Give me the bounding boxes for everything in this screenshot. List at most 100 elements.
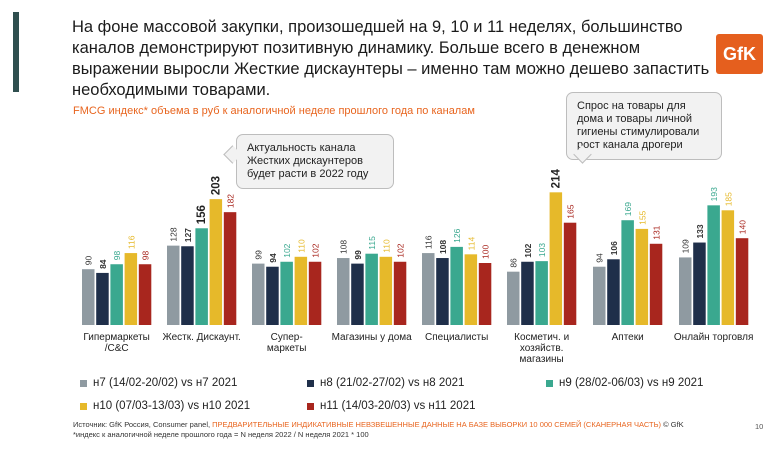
legend-item-w10: н10 (07/03-13/03) vs н10 2021	[80, 400, 250, 412]
bar-c0-s2	[110, 264, 123, 325]
source-prefix: Источник: GfK Россия, Consumer panel,	[73, 420, 213, 429]
bar-c1-s2	[195, 228, 208, 325]
source-highlight: ПРЕДВАРИТЕЛЬНЫЕ ИНДИКАТИВНЫЕ НЕВЗВЕШЕННЫ…	[212, 420, 662, 429]
value-label-c0-s1: 84	[98, 259, 108, 269]
bar-c0-s1	[96, 272, 109, 325]
bar-c3-s4	[393, 261, 407, 325]
chart-subtitle: FMCG индекс* объема в руб к аналогичной …	[73, 105, 475, 117]
source-note: Источник: GfK Россия, Consumer panel, ПР…	[73, 420, 684, 429]
callout-drogerie-text: Спрос на товары для дома и товары личной…	[577, 100, 700, 151]
bar-c3-s1	[351, 263, 364, 325]
value-label-c3-s2: 115	[367, 236, 377, 250]
bar-c5-s4	[563, 222, 577, 325]
bar-c5-s0	[507, 271, 520, 325]
value-label-c6-s2: 169	[623, 202, 633, 216]
bar-c6-s4	[649, 243, 663, 325]
category-label-c4-l0: Специалисты	[425, 332, 488, 343]
bar-c4-s0	[422, 253, 435, 325]
bar-c5-s3	[549, 192, 563, 325]
value-label-c0-s2: 98	[112, 251, 122, 261]
value-label-c4-s3: 114	[466, 236, 476, 250]
bar-c3-s0	[337, 258, 350, 325]
legend-swatch-w11	[307, 402, 314, 410]
source-suffix: © GfK	[661, 420, 684, 429]
value-label-c5-s3: 214	[550, 169, 562, 189]
category-label-c5-l2: магазины	[520, 354, 564, 365]
bar-c4-s2	[450, 246, 463, 325]
value-label-c1-s3: 203	[210, 176, 222, 195]
bar-c3-s2	[365, 253, 378, 325]
value-label-c7-s2: 193	[709, 187, 719, 201]
bar-c5-s1	[521, 261, 534, 325]
callout-discounters-text: Актуальность канала Жестких дискаунтеров…	[247, 142, 369, 180]
category-label-c5-l1: хозяйств.	[520, 343, 564, 354]
bar-c6-s1	[607, 259, 620, 325]
value-label-c1-s4: 182	[226, 194, 236, 208]
slide-accent-bar	[13, 12, 19, 92]
value-label-c3-s1: 99	[353, 250, 363, 260]
gfk-logo: GfK	[716, 34, 763, 74]
bar-c5-s2	[535, 261, 548, 325]
bar-c7-s1	[693, 242, 706, 325]
value-label-c6-s4: 131	[652, 225, 662, 239]
value-label-c2-s0: 99	[254, 250, 264, 260]
category-label-c7-l0: Онлайн торговля	[674, 332, 754, 343]
legend-label-w7: н7 (14/02-20/02) vs н7 2021	[93, 377, 238, 389]
value-label-c3-s4: 102	[396, 243, 406, 257]
value-label-c6-s0: 94	[595, 253, 605, 263]
value-label-c5-s1: 102	[523, 243, 533, 257]
bar-c2-s1	[266, 266, 279, 325]
value-label-c5-s0: 86	[509, 258, 519, 268]
value-label-c7-s3: 185	[723, 192, 733, 206]
category-label-c5-l0: Косметич. и	[514, 332, 569, 343]
bar-c0-s3	[124, 253, 138, 325]
category-label-c3-l0: Магазины у дома	[332, 332, 413, 343]
category-label-c1-l0: Жестк. Дискаунт.	[162, 332, 240, 343]
bar-c7-s2	[707, 205, 720, 325]
category-label-c0-l1: /C&C	[105, 343, 129, 354]
legend-item-w9: н9 (28/02-06/03) vs н9 2021	[546, 377, 703, 389]
value-label-c7-s0: 109	[681, 239, 691, 253]
bar-c0-s4	[138, 264, 152, 325]
value-label-c0-s0: 90	[84, 255, 94, 265]
value-label-c6-s1: 106	[609, 241, 619, 255]
page-number: 10	[755, 422, 764, 431]
bar-c1-s4	[223, 212, 237, 325]
value-label-c2-s1: 94	[268, 253, 278, 263]
value-label-c6-s3: 155	[637, 210, 647, 224]
legend-item-w7: н7 (14/02-20/02) vs н7 2021	[80, 377, 237, 389]
value-label-c2-s2: 102	[282, 243, 292, 257]
value-label-c1-s1: 127	[183, 228, 193, 242]
legend-item-w8: н8 (21/02-27/02) vs н8 2021	[307, 377, 464, 389]
callout-drogerie: Спрос на товары для дома и товары личной…	[566, 92, 722, 160]
bar-c0-s0	[82, 269, 95, 325]
legend-item-w11: н11 (14/03-20/03) vs н11 2021	[307, 400, 476, 412]
bar-c1-s1	[181, 246, 194, 325]
legend-label-w9: н9 (28/02-06/03) vs н9 2021	[559, 377, 704, 389]
bar-c7-s3	[721, 210, 735, 325]
legend-swatch-w10	[80, 402, 87, 410]
value-label-c2-s4: 102	[311, 243, 321, 257]
bar-c6-s0	[593, 266, 606, 325]
bar-c6-s2	[621, 220, 634, 325]
category-label-c0-l0: Гипермаркеты	[83, 332, 149, 343]
value-label-c0-s4: 98	[141, 251, 151, 261]
value-label-c2-s3: 110	[296, 239, 306, 253]
value-label-c5-s2: 103	[537, 243, 547, 257]
bar-c2-s0	[252, 263, 265, 325]
legend-label-w10: н10 (07/03-13/03) vs н10 2021	[93, 400, 251, 412]
value-label-c4-s4: 100	[481, 245, 491, 259]
value-label-c0-s3: 116	[126, 235, 136, 249]
callout-discounters: Актуальность канала Жестких дискаунтеров…	[236, 134, 394, 189]
value-label-c3-s3: 110	[381, 239, 391, 253]
value-label-c7-s4: 140	[738, 220, 748, 234]
value-label-c4-s2: 126	[452, 228, 462, 242]
value-label-c1-s0: 128	[169, 227, 179, 241]
bar-c2-s4	[308, 261, 322, 325]
value-label-c4-s1: 108	[438, 240, 448, 254]
value-label-c1-s2: 156	[196, 205, 208, 224]
bar-c1-s3	[209, 199, 223, 325]
legend-swatch-w8	[307, 379, 314, 387]
bar-c4-s3	[464, 254, 478, 325]
